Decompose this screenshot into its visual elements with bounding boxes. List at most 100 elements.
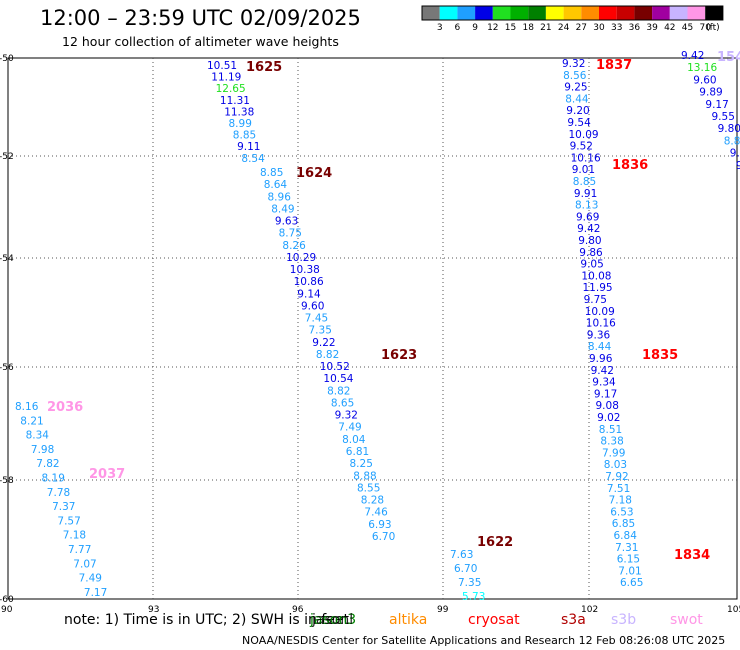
- legend-tick-label: 39: [646, 23, 658, 33]
- swh-value-label: 8.34: [26, 430, 50, 442]
- legend-tick-label: 24: [558, 23, 570, 33]
- swh-value-label: 8.26: [282, 240, 306, 252]
- swh-value-label: 10.16: [586, 318, 616, 330]
- swh-value-label: 11.95: [583, 282, 613, 294]
- swh-value-label: 8.82: [316, 349, 339, 361]
- legend-unit-label: (ft): [706, 23, 720, 33]
- satellite-cryosat: cryosat: [468, 612, 520, 628]
- lon-tick-label: 99: [437, 605, 449, 615]
- legend-tick-label: 42: [664, 23, 675, 33]
- swh-value-label: 10.16: [571, 152, 601, 164]
- swh-value-label: 7.01: [618, 565, 641, 577]
- swh-value-label: 7.35: [458, 577, 481, 589]
- swh-track: 8.16 8.21 8.34 7.98 7.82 8.19 7.78 7.37 7.57 7.18…: [15, 401, 107, 599]
- satellite-jasonl: jasonl: [312, 612, 354, 628]
- swh-value-label: 8.64: [264, 179, 288, 191]
- swh-value-label: 7.17: [84, 587, 107, 599]
- satellite-s3a: s3a: [561, 612, 586, 628]
- swh-value-label: 7.98: [31, 444, 54, 456]
- legend-color-swatch: [422, 6, 440, 20]
- legend-color-swatch: [528, 6, 546, 20]
- legend-color-swatch: [457, 6, 476, 20]
- swh-value-label: 8.25: [350, 458, 373, 470]
- lat-tick-label: -50: [0, 54, 14, 64]
- swh-value-label: 9.86: [579, 247, 603, 259]
- swh-value-label: 9.05: [580, 259, 603, 271]
- swh-value-label: 9.42: [577, 223, 600, 235]
- legend-tick-label: 9: [472, 23, 478, 33]
- swh-value-label: 8.85: [260, 167, 283, 179]
- swh-value-label: 13.16: [687, 62, 717, 74]
- swh-value-label: 9.25: [564, 82, 587, 94]
- swh-value-label: 9.80: [718, 123, 740, 135]
- swh-value-label: 6.85: [612, 518, 635, 530]
- swh-value-label: 7.18: [63, 530, 86, 542]
- satellite-jason3: jason3: [310, 612, 357, 628]
- legend-color-swatch: [599, 6, 617, 20]
- swh-value-label: 9.34: [592, 377, 616, 389]
- swh-value-label: 8.56: [563, 70, 587, 82]
- legend-tick-label: 45: [682, 23, 693, 33]
- swh-value-label: 8.38: [600, 436, 623, 448]
- swh-value-label: 7.49: [338, 422, 361, 434]
- swh-value-label: 7.45: [305, 313, 328, 325]
- swh-value-label: 10.29: [286, 252, 316, 264]
- lon-tick-label: 102: [581, 605, 598, 615]
- pass-time-label: 1624: [296, 166, 332, 181]
- swh-value-label: 7.51: [607, 483, 630, 495]
- swh-value-label: 7.46: [364, 507, 388, 519]
- satellite-swot: swot: [670, 612, 703, 628]
- page-subtitle: 12 hour collection of altimeter wave hei…: [62, 34, 339, 49]
- pass-time-label: 1623: [381, 348, 417, 363]
- swh-track: 7.63 6.70 7.35 5.73: [450, 549, 485, 603]
- swh-value-label: 7.82: [36, 458, 59, 470]
- lon-tick-label: 96: [292, 605, 304, 615]
- lon-tick-label: 105: [727, 605, 740, 615]
- swh-value-label: 8.85: [573, 176, 596, 188]
- legend-color-swatch: [687, 6, 706, 20]
- swh-value-label: 10.54: [323, 373, 353, 385]
- swh-value-label: 10.86: [294, 276, 324, 288]
- lat-tick-label: -58: [0, 476, 14, 486]
- swh-value-label: 7.31: [615, 542, 638, 554]
- pass-time-label: 1836: [612, 158, 648, 173]
- swh-value-label: 9.52: [570, 141, 593, 153]
- swh-value-label: 9.32: [335, 410, 358, 422]
- lat-tick-label: -60: [0, 595, 14, 605]
- swh-value-label: 11.31: [220, 95, 250, 107]
- swh-value-label: 8.49: [271, 203, 294, 215]
- swh-value-label: 9.75: [584, 294, 607, 306]
- swh-value-label: 6.81: [346, 446, 369, 458]
- swh-value-label: 6.70: [372, 531, 395, 543]
- color-legend: 3 6 9 12 15 18 21 24 27 30 33 36 39 42 45 70(ft): [421, 5, 724, 33]
- footer-credit: NOAA/NESDIS Center for Satellite Applica…: [242, 634, 726, 647]
- swh-value-label: 7.99: [602, 447, 625, 459]
- swh-value-label: 8.86: [724, 135, 740, 147]
- satellite-altika: altika: [389, 612, 428, 628]
- swh-value-label: 8.04: [342, 434, 366, 446]
- swh-value-label: 9.55: [712, 111, 735, 123]
- pass-time-label: 2037: [89, 467, 125, 482]
- pass-time-label: 1622: [477, 535, 513, 550]
- axis-tick-labels: 90 93 96 99 102 105 -50 -52 -54 -56 -58 -60: [0, 54, 740, 615]
- swh-value-label: 10.52: [320, 361, 350, 373]
- swh-value-label: 9.32: [562, 58, 585, 70]
- page-title: 12:00 – 23:59 UTC 02/09/2025: [40, 6, 361, 30]
- swh-value-label: 9.54: [567, 117, 591, 129]
- swh-value-label: 8.21: [20, 415, 43, 427]
- swh-value-label: 9.36: [587, 329, 611, 341]
- swh-value-label: 7.35: [309, 325, 332, 337]
- swh-value-label: 7.49: [79, 573, 102, 585]
- legend-color-swatch: [616, 6, 635, 20]
- swh-value-label: 8.99: [229, 118, 252, 130]
- swh-value-label: 7.37: [52, 501, 75, 513]
- lat-tick-label: -52: [0, 152, 14, 162]
- legend-tick-label: 18: [522, 23, 534, 33]
- swh-value-label: 9.01: [572, 164, 595, 176]
- swh-value-label: 10.09: [569, 129, 599, 141]
- swh-value-label: 7.63: [450, 549, 473, 561]
- swh-value-label: 9.17: [594, 388, 617, 400]
- swh-value-label: 8.03: [604, 459, 627, 471]
